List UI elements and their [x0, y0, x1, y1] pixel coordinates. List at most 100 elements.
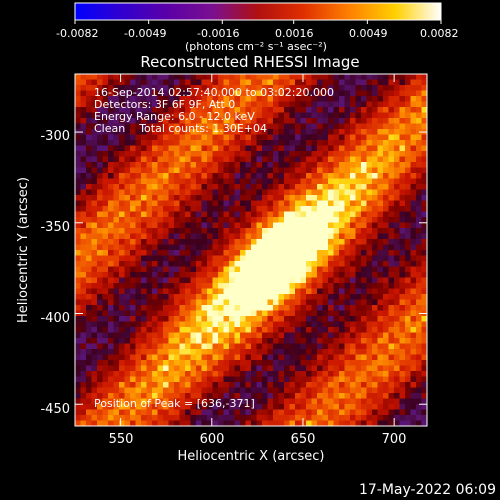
heatmap-cell: [388, 228, 395, 234]
heatmap-cell: [108, 118, 114, 124]
heatmap-cell: [416, 211, 422, 218]
heatmap-cell: [333, 217, 340, 223]
heatmap-cell: [245, 398, 252, 405]
heatmap-cell: [130, 376, 136, 383]
heatmap-cell: [135, 112, 142, 119]
heatmap-cell: [163, 250, 169, 256]
heatmap-cell: [218, 299, 224, 306]
heatmap-cell: [201, 305, 208, 311]
heatmap-cell: [218, 250, 224, 256]
heatmap-cell: [102, 129, 109, 135]
heatmap-cell: [212, 145, 219, 152]
heatmap-cell: [86, 261, 92, 267]
heatmap-cell: [366, 305, 373, 311]
heatmap-cell: [179, 310, 186, 317]
heatmap-cell: [174, 96, 180, 102]
heatmap-cell: [410, 277, 417, 284]
heatmap-cell: [251, 239, 257, 245]
heatmap-cell: [157, 261, 164, 267]
heatmap-cell: [251, 398, 257, 405]
heatmap-cell: [119, 239, 125, 245]
heatmap-cell: [190, 189, 197, 196]
heatmap-cell: [421, 90, 427, 97]
heatmap-cell: [130, 272, 136, 278]
heatmap-cell: [377, 239, 384, 245]
heatmap-cell: [256, 233, 263, 240]
heatmap-cell: [262, 387, 268, 394]
heatmap-cell: [361, 387, 367, 394]
heatmap-cell: [146, 233, 153, 240]
heatmap-cell: [416, 382, 422, 388]
heatmap-cell: [135, 305, 142, 311]
heatmap-cell: [201, 101, 208, 108]
heatmap-cell: [256, 239, 263, 245]
heatmap-cell: [421, 288, 427, 295]
heatmap-cell: [284, 140, 290, 146]
heatmap-cell: [355, 134, 362, 141]
heatmap-cell: [108, 299, 114, 306]
heatmap-cell: [163, 211, 169, 218]
heatmap-cell: [262, 79, 268, 86]
heatmap-cell: [317, 360, 323, 366]
heatmap-cell: [311, 85, 318, 91]
heatmap-cell: [135, 233, 142, 240]
heatmap-cell: [344, 404, 351, 410]
heatmap-cell: [174, 162, 180, 168]
heatmap-cell: [344, 420, 351, 426]
heatmap-cell: [152, 338, 158, 344]
heatmap-cell: [251, 277, 257, 284]
heatmap-cell: [212, 233, 219, 240]
heatmap-cell: [240, 420, 246, 426]
heatmap-cell: [251, 354, 257, 361]
heatmap-cell: [300, 299, 307, 306]
heatmap-cell: [317, 239, 323, 245]
heatmap-cell: [366, 266, 373, 273]
heatmap-cell: [333, 123, 340, 130]
heatmap-cell: [179, 250, 186, 256]
heatmap-cell: [405, 387, 411, 394]
heatmap-cell: [86, 310, 92, 317]
heatmap-cell: [289, 123, 296, 130]
heatmap-cell: [372, 277, 378, 284]
heatmap-cell: [223, 382, 230, 388]
heatmap-cell: [366, 85, 373, 91]
heatmap-cell: [333, 327, 340, 333]
heatmap-cell: [262, 338, 268, 344]
heatmap-cell: [141, 382, 147, 388]
heatmap-cell: [86, 173, 92, 179]
heatmap-cell: [372, 272, 378, 278]
heatmap-cell: [201, 195, 208, 201]
heatmap-cell: [377, 151, 384, 157]
heatmap-cell: [240, 327, 246, 333]
heatmap-cell: [75, 173, 81, 179]
heatmap-cell: [185, 393, 191, 399]
heatmap-cell: [179, 360, 186, 366]
heatmap-cell: [80, 332, 87, 339]
heatmap-cell: [377, 415, 384, 421]
heatmap-cell: [212, 277, 219, 284]
heatmap-cell: [218, 79, 224, 86]
heatmap-cell: [350, 156, 356, 163]
heatmap-cell: [245, 255, 252, 262]
heatmap-cell: [75, 387, 81, 394]
heatmap-cell: [152, 365, 158, 372]
heatmap-cell: [102, 250, 109, 256]
heatmap-cell: [388, 321, 395, 328]
heatmap-cell: [416, 349, 422, 355]
heatmap-cell: [119, 233, 125, 240]
heatmap-cell: [179, 255, 186, 262]
heatmap-cell: [366, 288, 373, 295]
heatmap-cell: [416, 167, 422, 174]
heatmap-cell: [218, 272, 224, 278]
heatmap-cell: [124, 393, 131, 399]
heatmap-cell: [179, 173, 186, 179]
heatmap-cell: [366, 123, 373, 130]
heatmap-cell: [295, 156, 301, 163]
heatmap-cell: [284, 90, 290, 97]
heatmap-cell: [273, 376, 279, 383]
heatmap-cell: [86, 338, 92, 344]
heatmap-cell: [333, 90, 340, 97]
heatmap-cell: [240, 338, 246, 344]
heatmap-cell: [339, 123, 345, 130]
heatmap-cell: [157, 283, 164, 289]
